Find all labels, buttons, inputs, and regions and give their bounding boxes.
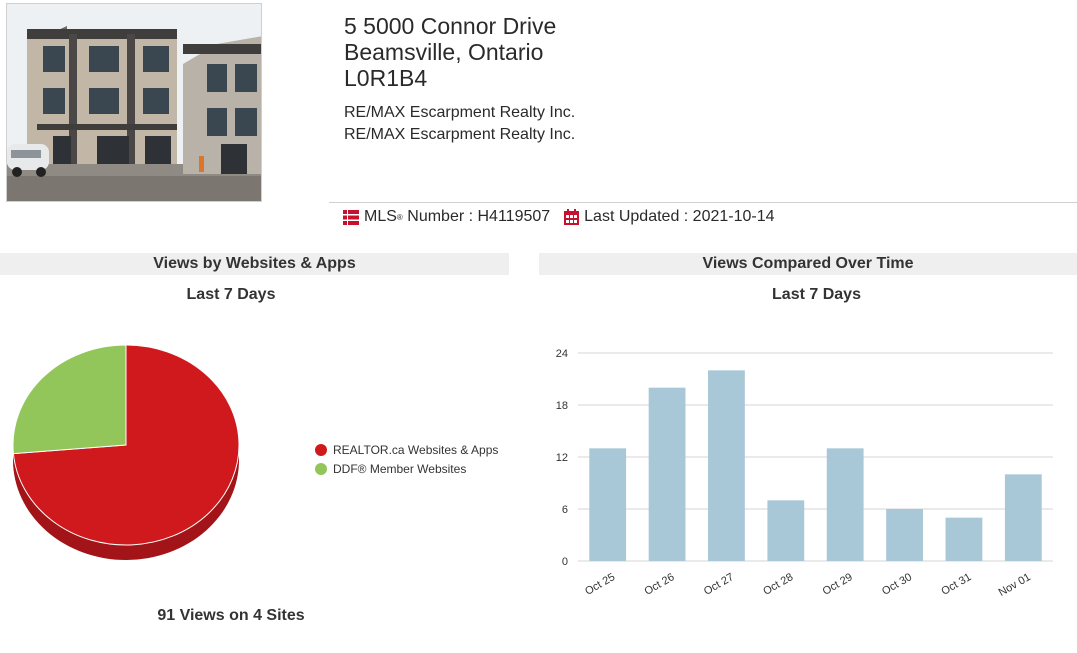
bar-subtitle: Last 7 Days [772,286,861,303]
bar-3 [767,500,805,561]
legend-marker-realtor [315,443,327,456]
list-icon [343,209,359,225]
listing-address: 5 5000 Connor Drive Beamsville, Ontario … [344,13,556,91]
bar-chart: 0 6 12 18 24 Oct 25 Oct 26 Oct 27 Oct 28 Oct 29 Oc… [540,330,1077,648]
bar-7 [1004,474,1042,561]
updated-label: Last Updated : [584,208,693,225]
pie-slice-1 [12,344,127,455]
bar-4 [826,448,864,561]
x-tick-label: Oct 31 [939,571,973,598]
views-total: 91 Views on 4 Sites [157,607,305,624]
x-tick-label: Oct 27 [702,571,736,598]
bar-6 [945,517,983,561]
listing-meta: MLS ® Number : H4119507 Last Updated : 20… [343,206,775,228]
address-line-1: 5 5000 Connor Drive [344,13,557,39]
brokerage-list: RE/MAX Escarpment Realty Inc. RE/MAX Esc… [344,102,575,146]
bar-0 [589,448,627,561]
bar-panel-title: Views Compared Over Time [539,253,1077,275]
legend-item[interactable]: REALTOR.ca Websites & Apps [315,440,498,459]
y-tick-label: 18 [556,400,568,412]
property-photo[interactable] [6,3,262,202]
pie-panel-title: Views by Websites & Apps [0,253,509,275]
postal-code: L0R1B4 [344,65,428,91]
pie-chart [0,340,250,570]
bar-2 [708,370,745,561]
pie-subtitle: Last 7 Days [186,286,276,303]
x-tick-label: Oct 28 [761,571,795,598]
legend-item[interactable]: DDF® Member Websites [315,459,498,478]
brokerage-2: RE/MAX Escarpment Realty Inc. [344,126,576,143]
legend-marker-ddf [315,462,327,475]
legend-label-realtor: REALTOR.ca Websites & Apps [333,442,499,457]
mls-registered-mark: ® [396,212,403,222]
x-tick-label: Oct 30 [880,571,914,598]
x-tick-label: Nov 01 [997,571,1033,599]
address-line-2: Beamsville, Ontario [344,39,544,65]
bar-1 [648,387,686,561]
brokerage-1: RE/MAX Escarpment Realty Inc. [344,104,576,121]
legend-label-ddf: DDF® Member Websites [333,461,467,476]
mls-label: MLS [364,208,397,225]
mls-label-suffix: Number : [402,208,478,225]
x-tick-label: Oct 25 [583,571,617,598]
mls-number: H4119507 [477,208,551,225]
x-tick-label: Oct 26 [642,571,676,598]
x-tick-label: Oct 29 [821,571,855,598]
y-tick-label: 6 [562,504,568,516]
calendar-icon [564,209,580,225]
y-tick-label: 12 [556,452,568,464]
header-divider [329,202,1077,203]
y-tick-label: 0 [562,556,568,568]
pie-legend: REALTOR.ca Websites & Apps DDF® Member W… [315,440,498,478]
updated-date: 2021-10-14 [692,208,775,225]
y-tick-label: 24 [556,348,568,360]
bar-5 [886,509,923,561]
